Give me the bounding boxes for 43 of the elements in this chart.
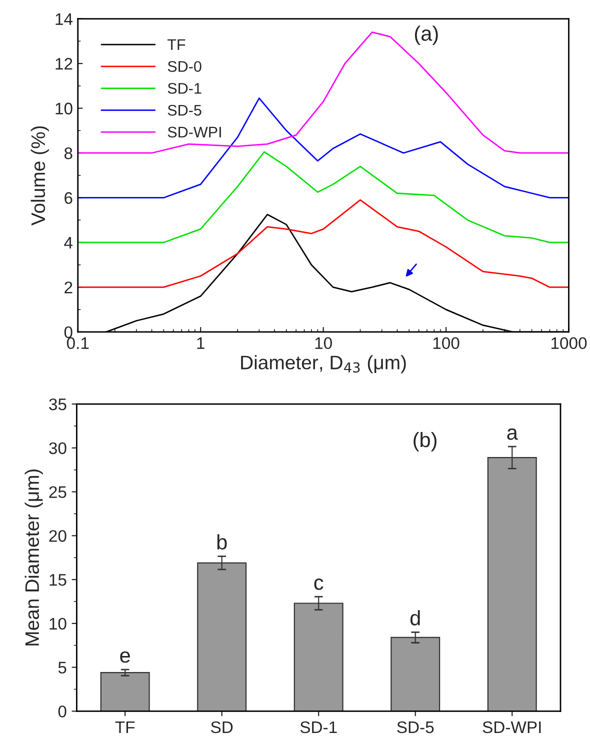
legend-label: SD-5 xyxy=(168,104,202,116)
y-tick-label: 10 xyxy=(50,618,66,630)
y-tick-label: 12 xyxy=(56,58,72,70)
legend-label: SD-WPI xyxy=(168,126,221,138)
x-tick-label: 1 xyxy=(197,337,204,349)
data-label: e xyxy=(120,651,130,663)
y-tick-label: 20 xyxy=(49,530,66,542)
x-tick-label: SD-5 xyxy=(397,721,434,734)
y-tick-label: 6 xyxy=(64,192,72,204)
y-tick-label: 15 xyxy=(50,574,66,586)
y-tick-label: 25 xyxy=(49,486,66,498)
annotation: (b) xyxy=(414,432,436,452)
legend-label: SD-1 xyxy=(168,82,202,94)
bar xyxy=(390,636,440,712)
y-tick-label: 8 xyxy=(64,147,72,160)
y-tick-label: 10 xyxy=(56,102,72,114)
bar xyxy=(100,672,150,712)
data-label: b xyxy=(217,534,227,550)
legend-label: SD-0 xyxy=(168,61,202,72)
data-label: c xyxy=(314,578,324,590)
x-axis-title: Diameter, D$_{43}$ (μm) xyxy=(241,355,406,374)
x-tick-label: 0.1 xyxy=(66,337,89,350)
y-axis-title: Volume (%) xyxy=(30,126,49,226)
y-axis-title: Mean Diameter (μm) xyxy=(24,469,43,646)
y-tick-label: 2 xyxy=(64,282,72,294)
legend-label: TF xyxy=(167,39,186,50)
x-tick-label: 1000 xyxy=(551,337,587,350)
data-label: d xyxy=(410,610,420,626)
data-label: a xyxy=(507,428,518,440)
y-tick-label: 30 xyxy=(49,442,66,454)
x-tick-label: 10 xyxy=(315,337,332,350)
y-tick-label: 14 xyxy=(56,13,73,25)
y-tick-label: 35 xyxy=(49,398,66,410)
x-tick-label: TF xyxy=(115,722,135,733)
x-tick-label: SD-1 xyxy=(300,721,337,734)
x-tick-label: SD xyxy=(211,721,233,734)
y-tick-label: 5 xyxy=(58,662,66,674)
y-tick-label: 0 xyxy=(58,706,66,718)
x-tick-label: SD-WPI xyxy=(482,721,541,734)
y-tick-label: 0 xyxy=(64,326,72,338)
annotation: (a) xyxy=(414,26,438,46)
y-tick-label: 4 xyxy=(64,237,73,249)
x-tick-label: 100 xyxy=(433,337,460,350)
